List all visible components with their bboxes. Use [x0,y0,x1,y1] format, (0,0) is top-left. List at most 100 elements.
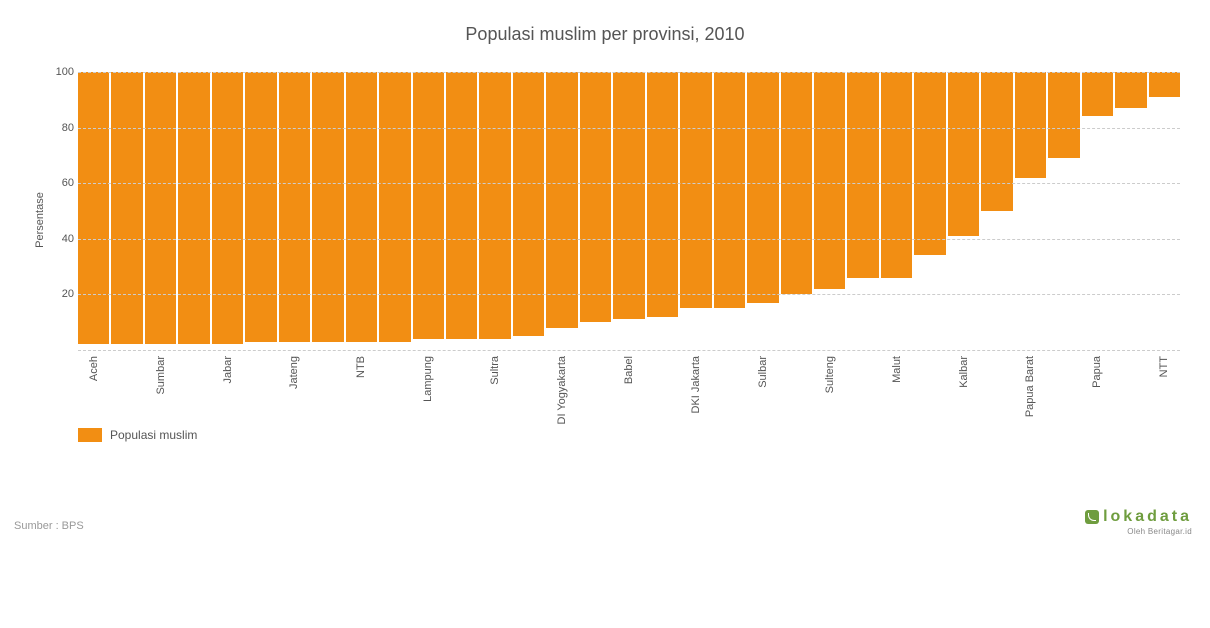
bar [881,72,912,278]
bar-column [1115,72,1146,350]
bar-column [914,72,945,350]
bar-column [111,72,142,350]
bar-column [1048,72,1079,350]
x-tick-label: Sulbar [757,356,769,388]
bar [613,72,644,319]
bar-column: NTT [1149,72,1180,350]
bar [680,72,711,308]
bar-column [714,72,745,350]
bar [379,72,410,342]
bar-column: Jabar [212,72,243,350]
x-tick-label: NTB [355,356,367,378]
x-tick-label: Sultra [489,356,501,385]
bar [714,72,745,308]
bar-column: Sultra [479,72,510,350]
bar [1115,72,1146,108]
bar [747,72,778,303]
bar [847,72,878,278]
leaf-icon [1085,510,1099,524]
bar [446,72,477,339]
bar [981,72,1012,211]
brand-tagline: Oleh Beritagar.id [1085,527,1192,536]
y-tick-label: 100 [50,66,74,78]
bar-column [580,72,611,350]
bar-column: Kalbar [948,72,979,350]
brand-name: lokadata [1103,508,1192,526]
bar-column: DI Yogyakarta [546,72,577,350]
bar [346,72,377,342]
bar [245,72,276,342]
grid-line [78,294,1180,295]
bar [513,72,544,336]
bar [145,72,176,344]
bar [1082,72,1113,116]
x-tick-label: Lampung [422,356,434,402]
bar [580,72,611,322]
x-tick-label: Sulteng [824,356,836,393]
bar-column [178,72,209,350]
bar-column: Jateng [279,72,310,350]
x-tick-label: Kalbar [958,356,970,388]
bar-column: Sulteng [814,72,845,350]
x-tick-label: Babel [623,356,635,384]
grid-line [78,72,1180,73]
x-tick-label: Sumbar [155,356,167,395]
y-tick-label: 60 [50,177,74,189]
bar-column [245,72,276,350]
bar-column: Lampung [413,72,444,350]
grid-line [78,183,1180,184]
legend-swatch [78,428,102,442]
grid-line [78,239,1180,240]
bar [1149,72,1180,97]
bar [814,72,845,289]
legend: Populasi muslim [78,428,197,442]
bar [78,72,109,344]
chart-area: Persentase AcehSumbarJabarJatengNTBLampu… [40,60,1180,380]
bar-column: Malut [881,72,912,350]
bar [178,72,209,344]
source-text: Sumber : BPS [14,520,84,532]
bar-column [981,72,1012,350]
bar-column: Sumbar [145,72,176,350]
bar-column [847,72,878,350]
x-tick-label: Aceh [88,356,100,381]
y-axis-label: Persentase [34,192,46,248]
y-tick-label: 80 [50,122,74,134]
bar-column [312,72,343,350]
bar-column [446,72,477,350]
bar-column: DKI Jakarta [680,72,711,350]
brand-logo: lokadata Oleh Beritagar.id [1085,508,1192,536]
x-tick-label: DKI Jakarta [690,356,702,413]
bar [914,72,945,255]
x-tick-label: Papua Barat [1024,356,1036,417]
bar [647,72,678,317]
bar-column: NTB [346,72,377,350]
bar-column [647,72,678,350]
y-tick-label: 40 [50,233,74,245]
x-tick-label: DI Yogyakarta [556,356,568,425]
bar-column [781,72,812,350]
grid-line [78,128,1180,129]
bar-column: Papua Barat [1015,72,1046,350]
bar [111,72,142,344]
x-tick-label: Malut [891,356,903,383]
bar [279,72,310,342]
x-tick-label: Jateng [288,356,300,389]
x-tick-label: Jabar [222,356,234,384]
bar-column [379,72,410,350]
bar-column [513,72,544,350]
bars-container: Aceh Sumbar Jabar Jateng NTB Lampung Sultra DI … [78,72,1180,350]
bar-column: Sulbar [747,72,778,350]
x-tick-label: Papua [1091,356,1103,388]
bar [546,72,577,328]
chart-title: Populasi muslim per provinsi, 2010 [0,0,1210,53]
bar-column: Aceh [78,72,109,350]
legend-label: Populasi muslim [110,428,197,442]
bar [1015,72,1046,178]
brand-name-row: lokadata [1085,508,1192,526]
bar [948,72,979,236]
bar-column: Babel [613,72,644,350]
grid-line [78,350,1180,351]
x-tick-label: NTT [1158,356,1170,377]
bar [413,72,444,339]
